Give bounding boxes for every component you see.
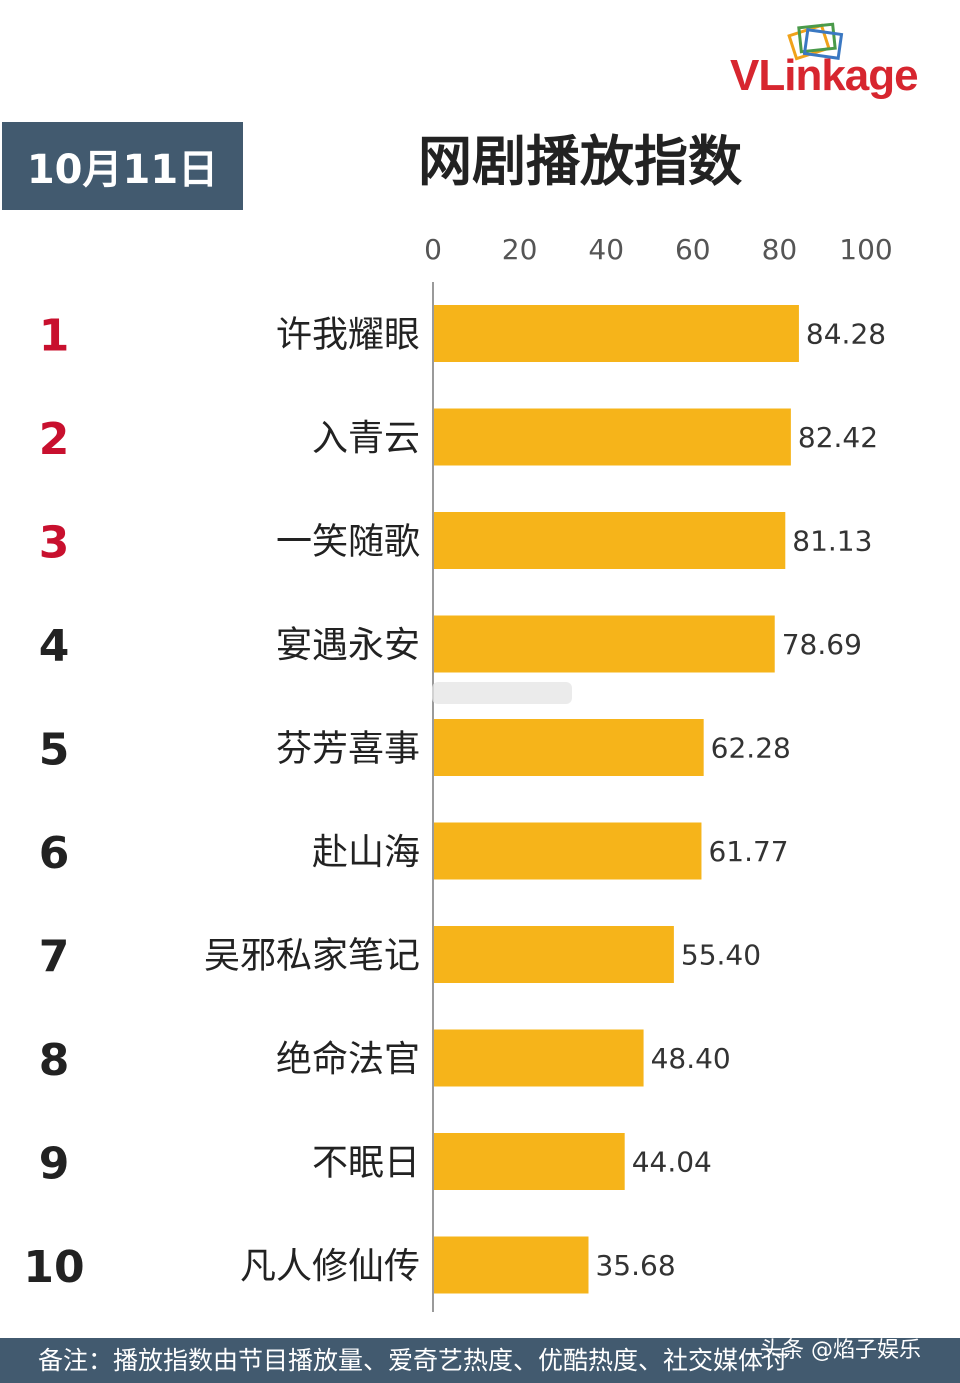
category-label: 许我耀眼 xyxy=(276,315,420,356)
value-label: 55.40 xyxy=(681,939,761,972)
value-label: 62.28 xyxy=(711,732,791,765)
category-label: 凡人修仙传 xyxy=(240,1246,420,1287)
rank-label: 9 xyxy=(39,1139,70,1190)
rank-label: 4 xyxy=(39,621,70,672)
rank-label: 5 xyxy=(39,725,70,776)
rank-label: 6 xyxy=(39,828,70,879)
bar xyxy=(434,305,799,362)
footer-note: 备注：播放指数由节目播放量、爱奇艺热度、优酷热度、社交媒体讨 xyxy=(0,1338,960,1383)
bar xyxy=(434,719,704,776)
value-label: 84.28 xyxy=(806,318,886,351)
logo-text: VLinkage xyxy=(730,51,919,100)
x-tick-label: 20 xyxy=(502,233,538,266)
vlinkage-logo: VLinkage xyxy=(730,20,955,110)
category-label: 宴遇永安 xyxy=(276,625,420,666)
bar xyxy=(434,926,674,983)
value-label: 61.77 xyxy=(708,835,788,868)
rank-label: 10 xyxy=(23,1242,84,1293)
x-tick-label: 40 xyxy=(588,233,624,266)
category-label: 芬芳喜事 xyxy=(276,729,420,770)
bar xyxy=(434,1133,625,1190)
x-tick-label: 80 xyxy=(762,233,798,266)
x-tick-label: 0 xyxy=(424,233,442,266)
x-tick-label: 100 xyxy=(839,233,892,266)
rank-label: 3 xyxy=(39,518,70,569)
logo-cards-icon xyxy=(787,22,844,61)
bar xyxy=(434,822,702,880)
category-label: 不眠日 xyxy=(312,1143,420,1184)
rank-label: 8 xyxy=(39,1035,70,1086)
category-label: 绝命法官 xyxy=(276,1039,420,1080)
chart-title: 网剧播放指数 xyxy=(418,130,742,193)
category-label: 一笑随歌 xyxy=(276,522,420,563)
bar xyxy=(434,408,791,466)
value-label: 82.42 xyxy=(798,421,878,454)
value-label: 35.68 xyxy=(595,1249,675,1282)
rank-label: 1 xyxy=(39,311,70,362)
bar xyxy=(434,1029,644,1087)
date-label: 10月11日 xyxy=(2,122,243,210)
source-watermark: 头条 @焰子娱乐 xyxy=(760,1338,921,1363)
rank-label: 2 xyxy=(39,414,70,465)
bar xyxy=(434,615,775,673)
category-label: 赴山海 xyxy=(312,832,420,873)
category-label: 吴邪私家笔记 xyxy=(204,936,420,977)
x-tick-label: 60 xyxy=(675,233,711,266)
value-label: 78.69 xyxy=(782,628,862,661)
rank-label: 7 xyxy=(39,932,70,983)
blurred-watermark xyxy=(432,682,572,704)
category-label: 入青云 xyxy=(312,418,420,459)
bar xyxy=(434,1236,589,1294)
value-label: 81.13 xyxy=(792,525,872,558)
value-label: 48.40 xyxy=(651,1042,731,1075)
value-label: 44.04 xyxy=(632,1146,712,1179)
bar xyxy=(434,512,786,569)
